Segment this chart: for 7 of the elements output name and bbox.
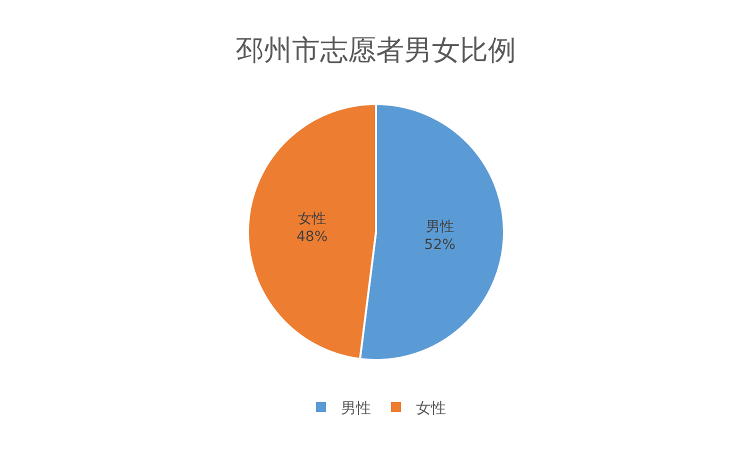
chart-title: 邳州市志愿者男女比例	[236, 34, 516, 67]
slice-label: 女性	[298, 210, 326, 227]
legend-label: 女性	[416, 398, 446, 417]
legend-label: 男性	[341, 398, 371, 417]
data-label: 52%	[424, 237, 456, 254]
slice-label: 男性	[426, 218, 454, 235]
data-label: 48%	[296, 229, 328, 246]
